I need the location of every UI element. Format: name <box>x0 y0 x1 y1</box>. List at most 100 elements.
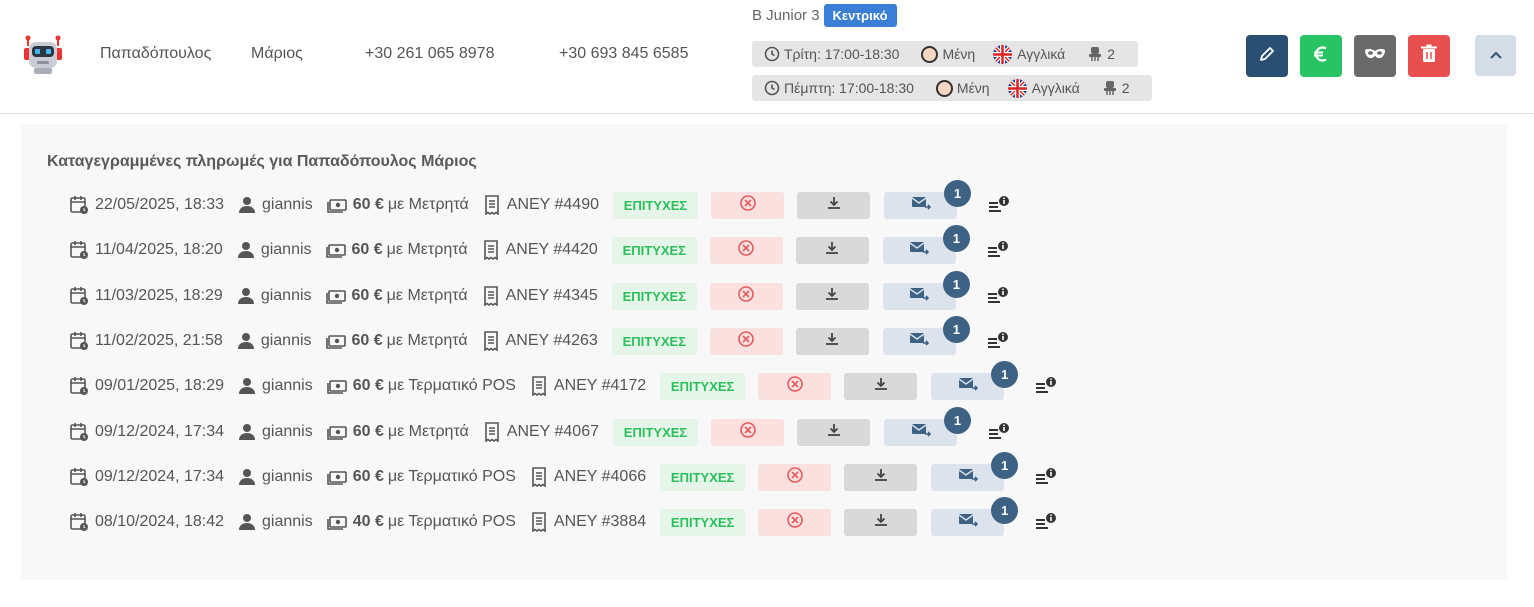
payment-method: με Μετρητά <box>386 287 468 304</box>
add-payment-button[interactable] <box>1300 35 1342 77</box>
payment-user: giannis <box>260 332 312 349</box>
calendar-clock-icon <box>69 422 89 442</box>
notes-info-icon[interactable] <box>1034 512 1057 532</box>
payment-amount: 60 € <box>352 423 384 440</box>
download-receipt-button[interactable] <box>795 282 869 310</box>
receipt-icon <box>482 286 500 306</box>
cancel-circle-icon <box>737 239 755 262</box>
status-badge: ΕΠΙΤΥΧΕΣ <box>613 418 698 446</box>
seat-icon <box>1102 80 1118 96</box>
receipt-icon <box>482 331 500 351</box>
download-icon <box>824 286 840 307</box>
notes-info-icon[interactable] <box>1034 376 1057 396</box>
payment-datetime: 11/02/2025, 21:58 <box>95 332 223 349</box>
mail-send-icon <box>958 467 978 488</box>
cancel-circle-icon <box>739 421 757 444</box>
cancel-payment-button[interactable] <box>709 327 783 355</box>
teacher-avatar-icon <box>935 79 953 97</box>
payments-title: Καταγεγραμμένες πληρωμές για Παπαδόπουλο… <box>47 153 477 170</box>
payment-datetime: 09/12/2024, 17:34 <box>95 423 225 440</box>
cash-icon <box>326 514 347 530</box>
download-receipt-button[interactable] <box>844 372 918 400</box>
euro-icon <box>1310 43 1332 70</box>
email-receipt-button[interactable] <box>884 191 957 219</box>
email-count-badge: 1 <box>991 496 1019 524</box>
cancel-payment-button[interactable] <box>758 463 832 491</box>
schedule-teacher: Μένη <box>956 80 990 96</box>
payment-amount: 60 € <box>351 332 383 349</box>
payment-receipt: ΑΝΕΥ #4263 <box>505 332 598 349</box>
payment-method: με Μετρητά <box>387 196 469 213</box>
email-receipt-button[interactable] <box>882 327 956 355</box>
download-receipt-button[interactable] <box>795 327 869 355</box>
payment-row: 09/01/2025, 18:29 giannis 60 € με Τερματ… <box>69 360 1057 401</box>
payment-row: 11/02/2025, 21:58 giannis 60 € με Μετρητ… <box>69 315 1008 356</box>
payment-amount: 40 € <box>352 513 384 530</box>
payment-receipt: ΑΝΕΥ #4066 <box>553 468 647 485</box>
course-name: B Junior 3 <box>752 7 820 24</box>
schedule-language: Αγγλικά <box>1031 80 1080 96</box>
notes-info-icon[interactable] <box>986 331 1008 351</box>
cancel-circle-icon <box>737 330 755 353</box>
payment-receipt: ΑΝΕΥ #4172 <box>553 377 647 394</box>
cancel-payment-button[interactable] <box>758 372 832 400</box>
notes-info-icon[interactable] <box>1034 467 1057 487</box>
payment-method: με Μετρητά <box>386 332 468 349</box>
cancel-payment-button[interactable] <box>758 508 832 536</box>
payment-row: 11/04/2025, 18:20 giannis 60 € με Μετρητ… <box>69 224 1008 265</box>
payment-user: giannis <box>262 377 313 394</box>
cancel-payment-button[interactable] <box>711 191 784 219</box>
payment-row: 22/05/2025, 18:33 giannis 60 € με Μετρητ… <box>69 179 1009 220</box>
payment-amount: 60 € <box>352 196 384 213</box>
receipt-icon <box>530 512 548 532</box>
download-receipt-button[interactable] <box>797 418 870 446</box>
cash-icon <box>325 333 346 349</box>
cash-icon <box>325 288 346 304</box>
notes-info-icon[interactable] <box>987 195 1009 215</box>
schedule-seats: 2 <box>1107 46 1116 62</box>
payment-datetime: 11/03/2025, 18:29 <box>95 287 223 304</box>
calendar-clock-icon <box>69 512 89 532</box>
download-receipt-button[interactable] <box>795 236 869 264</box>
download-receipt-button[interactable] <box>797 191 870 219</box>
calendar-clock-icon <box>69 376 89 396</box>
download-receipt-button[interactable] <box>844 463 918 491</box>
notes-info-icon[interactable] <box>986 286 1008 306</box>
cash-icon <box>325 242 346 258</box>
cancel-circle-icon <box>786 375 804 398</box>
student-header-row: Παπαδόπουλος Μάριος +30 261 065 8978 +30… <box>0 0 1534 114</box>
download-icon <box>873 376 889 397</box>
mail-send-icon <box>909 286 930 307</box>
payment-datetime: 22/05/2025, 18:33 <box>95 196 225 213</box>
student-phone-1[interactable]: +30 261 065 8978 <box>365 45 495 62</box>
cancel-payment-button[interactable] <box>709 282 783 310</box>
download-receipt-button[interactable] <box>844 508 918 536</box>
payment-method: με Τερματικό POS <box>387 513 516 530</box>
status-badge: ΕΠΙΤΥΧΕΣ <box>611 236 697 264</box>
payment-method: με Μετρητά <box>387 423 469 440</box>
status-badge: ΕΠΙΤΥΧΕΣ <box>613 191 698 219</box>
mail-send-icon <box>909 240 930 261</box>
user-icon <box>238 513 256 531</box>
email-count-badge: 1 <box>991 360 1019 388</box>
mask-button[interactable] <box>1354 35 1396 77</box>
cancel-payment-button[interactable] <box>709 236 783 264</box>
user-icon <box>238 468 256 486</box>
student-first-name: Μάριος <box>251 45 303 62</box>
student-phone-2[interactable]: +30 693 845 6585 <box>559 45 689 62</box>
download-icon <box>824 331 840 352</box>
calendar-clock-icon <box>69 286 89 306</box>
collapse-button[interactable] <box>1475 35 1516 76</box>
status-badge: ΕΠΙΤΥΧΕΣ <box>660 463 746 491</box>
delete-button[interactable] <box>1408 35 1450 77</box>
payment-method: με Τερματικό POS <box>387 377 516 394</box>
user-icon <box>237 241 255 259</box>
payment-user: giannis <box>262 423 313 440</box>
cash-icon <box>326 469 347 485</box>
edit-button[interactable] <box>1246 35 1288 77</box>
email-count-badge: 1 <box>942 270 970 298</box>
notes-info-icon[interactable] <box>986 240 1008 260</box>
cancel-payment-button[interactable] <box>711 418 784 446</box>
notes-info-icon[interactable] <box>987 422 1009 442</box>
robot-avatar-icon <box>22 34 64 76</box>
